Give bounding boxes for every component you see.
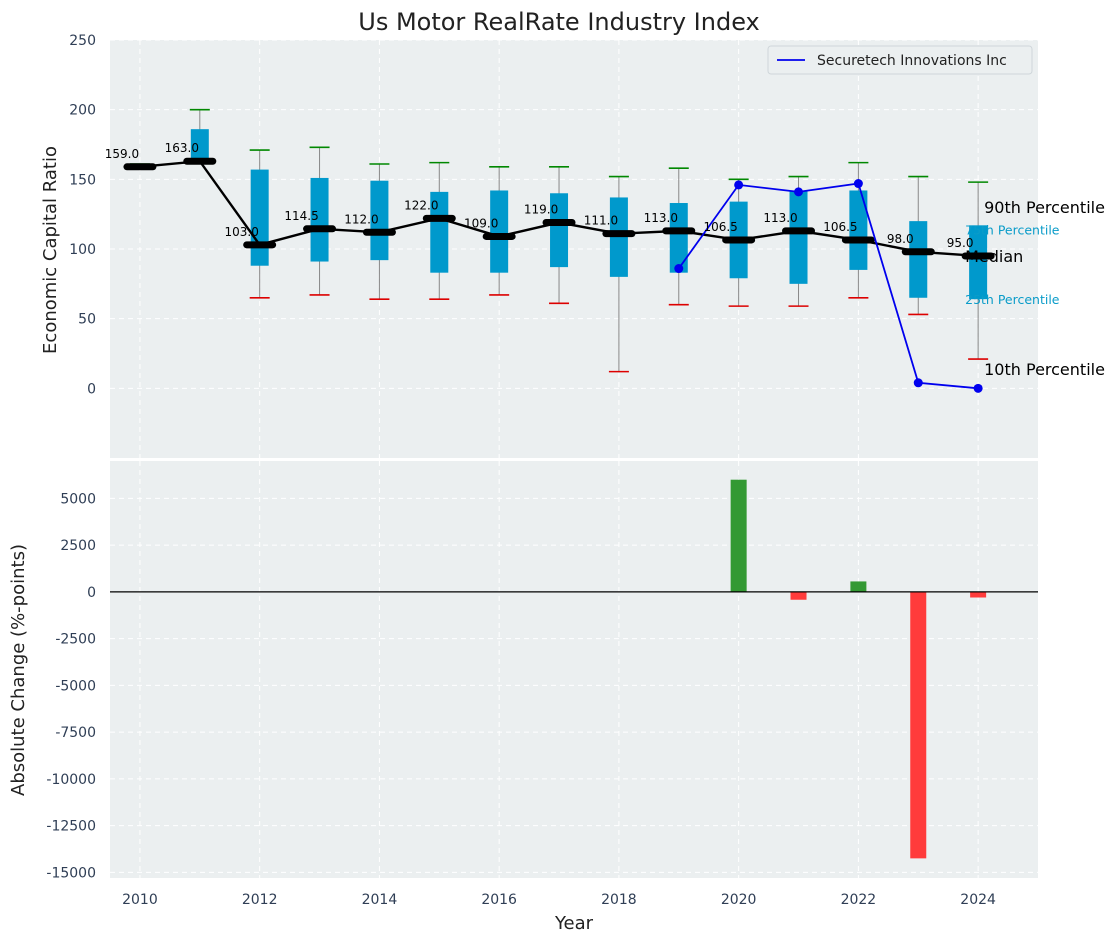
change-bar bbox=[970, 591, 987, 598]
median-value-label: 98.0 bbox=[887, 232, 914, 246]
iqr-box bbox=[490, 190, 509, 273]
x-tick-label: 2020 bbox=[721, 892, 757, 908]
bottom-y-tick-label: -10000 bbox=[46, 772, 96, 788]
bottom-y-tick-label: -5000 bbox=[55, 678, 96, 694]
iqr-box bbox=[430, 191, 449, 273]
median-value-label: 109.0 bbox=[464, 216, 498, 230]
p75-annotation: 75th Percentile bbox=[965, 222, 1060, 237]
series-point bbox=[853, 179, 863, 189]
bottom-y-axis-title: Absolute Change (%-points) bbox=[8, 544, 29, 796]
iqr-box bbox=[310, 177, 329, 262]
p90-annotation: 90th Percentile bbox=[984, 198, 1105, 217]
x-tick-label: 2012 bbox=[242, 892, 278, 908]
series-point bbox=[794, 187, 804, 197]
series-point bbox=[734, 180, 744, 190]
box-plot-panel: 0 50 100 150 200 250 159.0 163.0 103.0 114.5 112.… bbox=[40, 33, 1105, 458]
median-value-label: 122.0 bbox=[404, 198, 438, 212]
iqr-box bbox=[190, 129, 209, 162]
median-value-label: 114.5 bbox=[284, 209, 318, 223]
median-value-label: 106.5 bbox=[703, 220, 737, 234]
x-tick-label: 2010 bbox=[122, 892, 158, 908]
iqr-box bbox=[550, 193, 569, 268]
x-tick-label: 2024 bbox=[960, 892, 996, 908]
top-y-axis-title: Economic Capital Ratio bbox=[40, 146, 61, 354]
legend-box bbox=[767, 45, 1033, 75]
change-bar bbox=[910, 591, 927, 859]
iqr-box bbox=[909, 221, 928, 298]
top-y-tick-label: 0 bbox=[87, 381, 96, 397]
top-y-tick-label: 50 bbox=[78, 312, 96, 328]
median-value-label: 111.0 bbox=[584, 214, 618, 228]
x-tick-label: 2016 bbox=[481, 892, 517, 908]
iqr-box bbox=[370, 180, 389, 261]
x-tick-label: 2014 bbox=[362, 892, 398, 908]
change-bar bbox=[790, 591, 807, 600]
x-axis-title: Year bbox=[554, 913, 594, 934]
legend-label: Securetech Innovations Inc bbox=[817, 53, 1007, 69]
iqr-box bbox=[789, 190, 808, 284]
median-value-label: 159.0 bbox=[105, 147, 139, 161]
series-point bbox=[973, 383, 983, 393]
change-bar bbox=[850, 581, 867, 592]
top-y-tick-label: 100 bbox=[69, 242, 96, 258]
median-annotation: Median bbox=[965, 247, 1023, 266]
legend: Securetech Innovations Inc bbox=[767, 45, 1033, 75]
bottom-y-tick-label: -2500 bbox=[55, 632, 96, 648]
series-line bbox=[678, 182, 979, 390]
change-bar bbox=[730, 479, 747, 592]
series-point bbox=[913, 378, 923, 388]
bar-panel-y-ticks: -15000 -12500 -10000 -7500 -5000 -2500 0 2500 50… bbox=[46, 491, 96, 881]
median-labels: 159.0 163.0 103.0 114.5 112.0 122.0 109.0 119.0… bbox=[105, 141, 974, 250]
series-point bbox=[674, 264, 684, 274]
p25-annotation: 25th Percentile bbox=[965, 292, 1060, 307]
percentile-annotations: 90th Percentile 75th Percentile Median 25th… bbox=[965, 198, 1105, 379]
bottom-y-tick-label: -15000 bbox=[46, 865, 96, 881]
iqr-box bbox=[849, 190, 868, 270]
chart-title: Us Motor RealRate Industry Index bbox=[358, 8, 760, 36]
box-plot-y-ticks: 0 50 100 150 200 250 bbox=[69, 33, 96, 397]
median-line-group bbox=[123, 157, 995, 260]
x-tick-label: 2022 bbox=[841, 892, 877, 908]
median-value-label: 106.5 bbox=[823, 220, 857, 234]
p10-annotation: 10th Percentile bbox=[984, 360, 1105, 379]
bottom-y-tick-label: 5000 bbox=[60, 491, 96, 507]
bar-panel-background bbox=[110, 461, 1038, 878]
company-series bbox=[674, 179, 983, 393]
top-y-tick-label: 150 bbox=[69, 172, 96, 188]
x-tick-label: 2018 bbox=[601, 892, 637, 908]
top-y-tick-label: 200 bbox=[69, 103, 96, 119]
bar-panel-bars bbox=[110, 479, 1038, 859]
top-y-tick-label: 250 bbox=[69, 33, 96, 49]
x-ticks: 2010 2012 2014 2016 2018 2020 2022 2024 bbox=[122, 892, 996, 908]
median-value-label: 119.0 bbox=[524, 203, 558, 217]
median-value-label: 103.0 bbox=[224, 225, 258, 239]
median-value-label: 112.0 bbox=[344, 212, 378, 226]
bar-panel: -15000 -12500 -10000 -7500 -5000 -2500 0 2500 50… bbox=[8, 461, 1038, 934]
median-value-label: 95.0 bbox=[947, 236, 974, 250]
bottom-y-tick-label: 0 bbox=[87, 585, 96, 601]
iqr-box bbox=[250, 169, 269, 266]
median-value-label: 113.0 bbox=[644, 211, 678, 225]
bottom-y-tick-label: -7500 bbox=[55, 725, 96, 741]
iqr-box bbox=[969, 225, 988, 300]
bottom-y-tick-label: 2500 bbox=[60, 538, 96, 554]
iqr-box bbox=[669, 203, 688, 273]
median-value-label: 163.0 bbox=[165, 141, 199, 155]
bottom-y-tick-label: -12500 bbox=[46, 819, 96, 835]
median-value-label: 113.0 bbox=[763, 211, 797, 225]
